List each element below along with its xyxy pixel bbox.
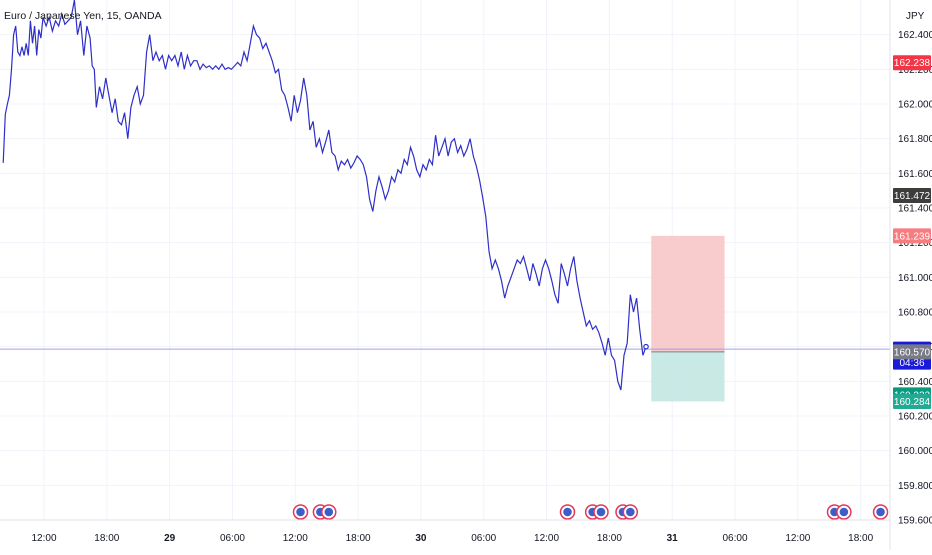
time-tick-label: 06:00 [220,533,245,544]
price-tick-labels: 162.400 162.200 162.000 161.800 161.600 161.4… [898,30,932,526]
time-tick-label: 12:00 [283,533,308,544]
price-tick-label: 162.400 [898,30,932,41]
price-tick-label: 159.600 [898,516,932,527]
event-marker-flag-icon [876,507,885,517]
time-tick-label: 18:00 [848,533,873,544]
time-axis[interactable]: 12:00 18:00 29 06:00 12:00 18:00 30 06:00 12:00 1… [0,519,890,544]
time-tick-label: 12:00 [534,533,559,544]
price-tick-label: 161.400 [898,204,932,215]
time-tick-label: 12:00 [31,533,56,544]
currency-label: JPY [906,11,925,22]
short-position-tool[interactable] [651,235,725,402]
event-marker-flag-icon [626,507,635,517]
time-tick-label: 30 [415,533,427,544]
price-tick-label: 160.400 [898,377,932,388]
price-badge [893,393,931,409]
time-tick-label: 06:00 [471,533,496,544]
price-tick-label: 161.000 [898,273,932,284]
bar-countdown: 04:36 [899,358,924,369]
price-badge [893,55,931,71]
event-marker-flag-icon [839,507,849,517]
price-badge [893,228,931,244]
event-marker-flag-icon [563,507,572,517]
risk-zone[interactable] [651,235,725,352]
time-tick-label: 31 [667,533,679,544]
price-badge [893,188,931,204]
event-marker-flag-icon [324,507,334,517]
grid-lines [0,0,890,521]
price-tick-label: 161.600 [898,169,932,180]
price-badge-label: 161.472 [894,191,931,202]
event-marker-flag-icon [596,507,606,517]
event-markers [292,504,889,520]
price-tick-label: 160.800 [898,308,932,319]
price-badge-label: 162.238 [894,58,931,69]
time-tick-label: 12:00 [785,533,810,544]
price-line [2,0,647,391]
price-badge-label: 161.239 [894,231,931,242]
symbol-title: Euro / Japanese Yen, 15, OANDA [4,10,162,22]
time-tick-label: 29 [164,533,176,544]
price-tick-label: 160.000 [898,446,932,457]
price-badge-label: 160.284 [894,397,931,408]
reward-zone[interactable] [651,351,725,402]
price-tick-label: 159.800 [898,481,932,492]
event-marker-flag-icon [296,507,305,517]
time-tick-label: 18:00 [597,533,622,544]
price-tick-label: 161.200 [898,238,932,249]
last-price-dot [643,343,649,350]
time-tick-label: 18:00 [94,533,119,544]
price-badge [893,344,931,360]
price-axis[interactable]: 162.400 162.200 162.000 161.800 161.600 161.4… [889,0,932,550]
price-tick-label: 162.000 [898,100,932,111]
price-tick-label: 162.200 [898,65,932,76]
time-tick-label: 06:00 [723,533,748,544]
price-axis-background [890,0,932,550]
price-badges: 162.238161.472161.239160.58604:36160.570… [893,55,931,409]
price-tick-label: 160.200 [898,412,932,423]
price-badge-label: 160.570 [894,347,931,358]
time-tick-label: 18:00 [346,533,371,544]
price-tick-label: 161.800 [898,134,932,145]
